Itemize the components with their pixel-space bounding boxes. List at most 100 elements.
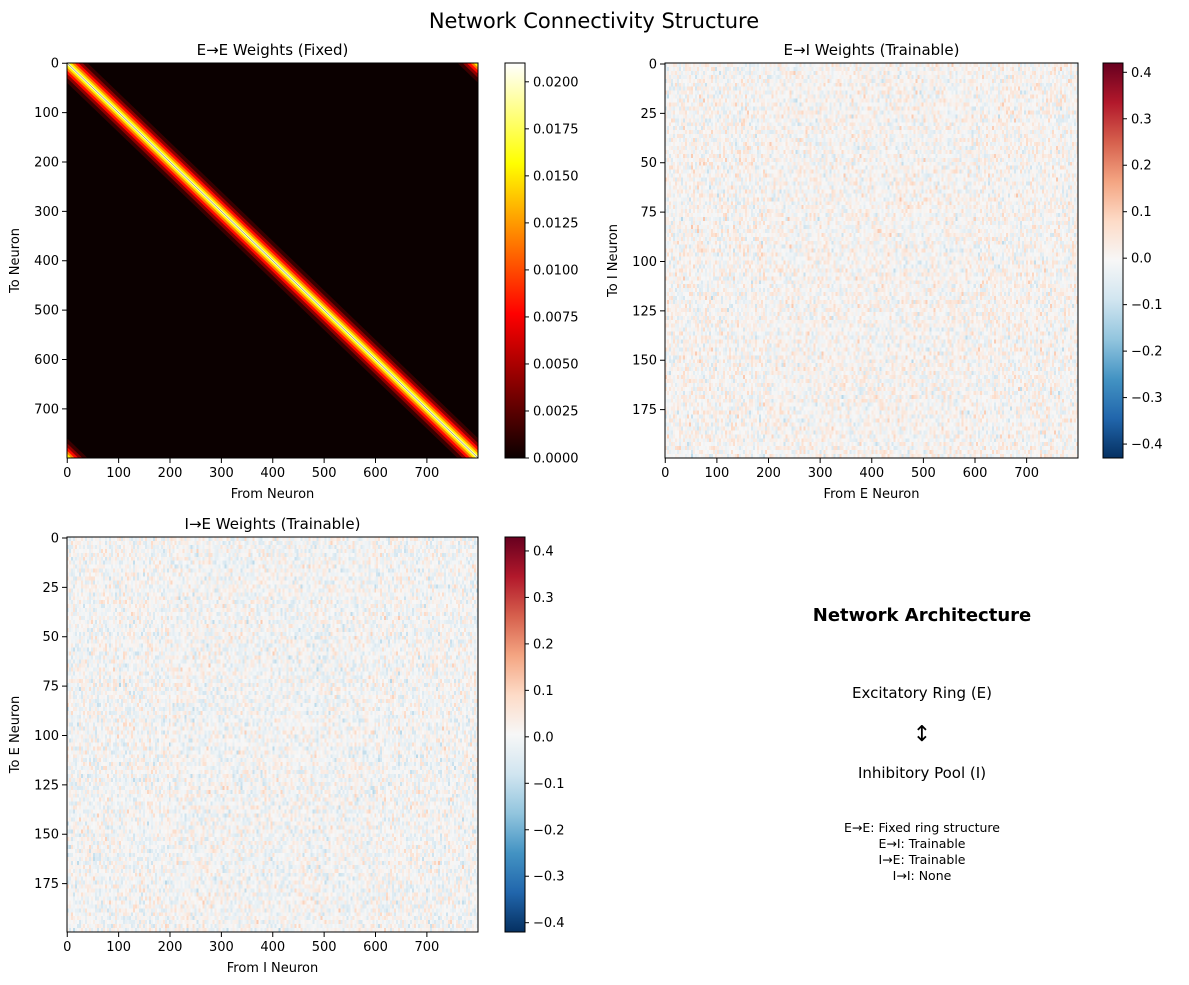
- colorbar-tick-label: 0.1: [1131, 205, 1152, 220]
- colorbar-tick-label: −0.1: [1131, 298, 1163, 313]
- x-axis-label: From E Neuron: [824, 487, 920, 502]
- y-tick-label: 50: [42, 630, 59, 645]
- colorbar-tick-label: 0.0075: [533, 310, 579, 325]
- colorbar-tick-label: −0.4: [1131, 438, 1163, 453]
- colorbar-tick-label: 0.0125: [533, 216, 579, 231]
- excitatory-ring-label: Excitatory Ring (E): [852, 684, 992, 702]
- colorbar-tick-label: 0.3: [533, 591, 554, 606]
- x-tick-label: 0: [63, 940, 71, 955]
- colorbar-tick-label: −0.2: [533, 823, 565, 838]
- heatmap-panel: 0 100 200 300 400 500 600 700 0 100 200 300 400 500 60…: [8, 41, 579, 502]
- x-tick-label: 100: [106, 466, 131, 481]
- y-tick-label: 300: [34, 205, 59, 220]
- colorbar: [1102, 62, 1124, 459]
- architecture-note-ei: E→I: Trainable: [879, 836, 966, 851]
- y-tick-label: 25: [640, 107, 657, 122]
- x-tick-label: 300: [209, 466, 234, 481]
- x-tick-label: 400: [260, 466, 285, 481]
- colorbar-tick-label: 0.0175: [533, 122, 579, 137]
- colorbar-tick-label: 0.4: [1131, 66, 1152, 81]
- colorbar-tick-label: 0.0100: [533, 263, 579, 278]
- x-tick-label: 100: [106, 940, 131, 955]
- colorbar: [504, 536, 526, 933]
- x-tick-label: 200: [158, 940, 183, 955]
- architecture-note-ie: I→E: Trainable: [879, 852, 966, 867]
- colorbar-tick-label: −0.2: [1131, 345, 1163, 360]
- x-tick-label: 100: [704, 466, 729, 481]
- x-tick-label: 600: [363, 466, 388, 481]
- x-tick-label: 600: [363, 940, 388, 955]
- colorbar-tick-label: 0.4: [533, 544, 554, 559]
- y-tick-label: 100: [34, 106, 59, 121]
- figure-title: Network Connectivity Structure: [429, 9, 759, 33]
- x-tick-label: 400: [260, 940, 285, 955]
- colorbar-tick-label: 0.0: [533, 730, 554, 745]
- y-tick-label: 0: [51, 531, 59, 546]
- colorbar-tick-label: 0.1: [533, 684, 554, 699]
- colorbar: [504, 62, 526, 459]
- y-tick-label: 50: [640, 156, 657, 171]
- y-tick-label: 700: [34, 402, 59, 417]
- colorbar-tick-label: 0.0: [1131, 252, 1152, 267]
- x-tick-label: 700: [1014, 466, 1039, 481]
- y-tick-label: 25: [42, 581, 59, 596]
- colorbar-tick-label: 0.0025: [533, 404, 579, 419]
- y-axis-label: To I Neuron: [606, 224, 621, 298]
- panel-title: I→E Weights (Trainable): [185, 515, 361, 533]
- architecture-title: Network Architecture: [813, 605, 1031, 626]
- colorbar-tick-label: 0.0200: [533, 75, 579, 90]
- x-tick-label: 600: [963, 466, 988, 481]
- panel-title: E→I Weights (Trainable): [784, 41, 960, 59]
- x-tick-label: 300: [209, 940, 234, 955]
- y-tick-label: 0: [51, 57, 59, 72]
- x-tick-label: 500: [312, 466, 337, 481]
- colorbar-tick-label: −0.4: [533, 916, 565, 931]
- colorbar-tick-label: 0.2: [533, 637, 554, 652]
- x-tick-label: 700: [414, 940, 439, 955]
- y-tick-label: 150: [34, 828, 59, 843]
- architecture-panel: Network Architecture Excitatory Ring (E)…: [813, 605, 1031, 883]
- ring-band: [67, 63, 478, 458]
- y-tick-label: 150: [632, 354, 657, 369]
- colorbar-tick-label: −0.1: [533, 777, 565, 792]
- y-tick-label: 175: [632, 403, 657, 418]
- y-tick-label: 125: [632, 304, 657, 319]
- y-tick-label: 200: [34, 155, 59, 170]
- heatmap-panel: 0 100 200 300 400 500 600 700 0 25 50 75 100 125 150 17…: [8, 515, 565, 976]
- heatmap-image: [67, 537, 478, 932]
- y-tick-label: 500: [34, 304, 59, 319]
- colorbar-tick-label: 0.0050: [533, 357, 579, 372]
- architecture-note-ii: I→I: None: [893, 868, 952, 883]
- x-tick-label: 0: [661, 466, 669, 481]
- y-tick-label: 125: [34, 778, 59, 793]
- colorbar-tick-label: 0.0150: [533, 169, 579, 184]
- y-tick-label: 0: [649, 57, 657, 72]
- y-tick-label: 600: [34, 353, 59, 368]
- colorbar-tick-label: 0.0000: [533, 452, 579, 467]
- y-tick-label: 100: [34, 729, 59, 744]
- x-tick-label: 200: [756, 466, 781, 481]
- y-tick-label: 100: [632, 255, 657, 270]
- y-tick-label: 400: [34, 254, 59, 269]
- x-tick-label: 300: [808, 466, 833, 481]
- architecture-note-ee: E→E: Fixed ring structure: [844, 820, 1000, 835]
- colorbar-tick-label: 0.3: [1131, 112, 1152, 127]
- plots-layer: 0 100 200 300 400 500 600 700010020030040050060…: [8, 41, 1163, 976]
- x-tick-label: 400: [859, 466, 884, 481]
- colorbar-tick-label: −0.3: [533, 870, 565, 885]
- diagonal-line: [67, 63, 478, 458]
- x-tick-label: 200: [158, 466, 183, 481]
- inhibitory-pool-label: Inhibitory Pool (I): [858, 764, 986, 782]
- x-tick-label: 500: [312, 940, 337, 955]
- x-tick-label: 500: [911, 466, 936, 481]
- x-tick-label: 0: [63, 466, 71, 481]
- panel-title: E→E Weights (Fixed): [197, 41, 349, 59]
- y-tick-label: 75: [42, 680, 59, 695]
- x-axis-label: From Neuron: [231, 487, 315, 502]
- bidirectional-arrow-icon: ↕: [913, 722, 931, 747]
- y-axis-label: To E Neuron: [8, 696, 23, 774]
- y-tick-label: 175: [34, 877, 59, 892]
- heatmap-panel: 0 100 200 300 400 500 600 700 0 25 50 75 100 125 150 17…: [606, 41, 1163, 502]
- x-tick-label: 700: [414, 466, 439, 481]
